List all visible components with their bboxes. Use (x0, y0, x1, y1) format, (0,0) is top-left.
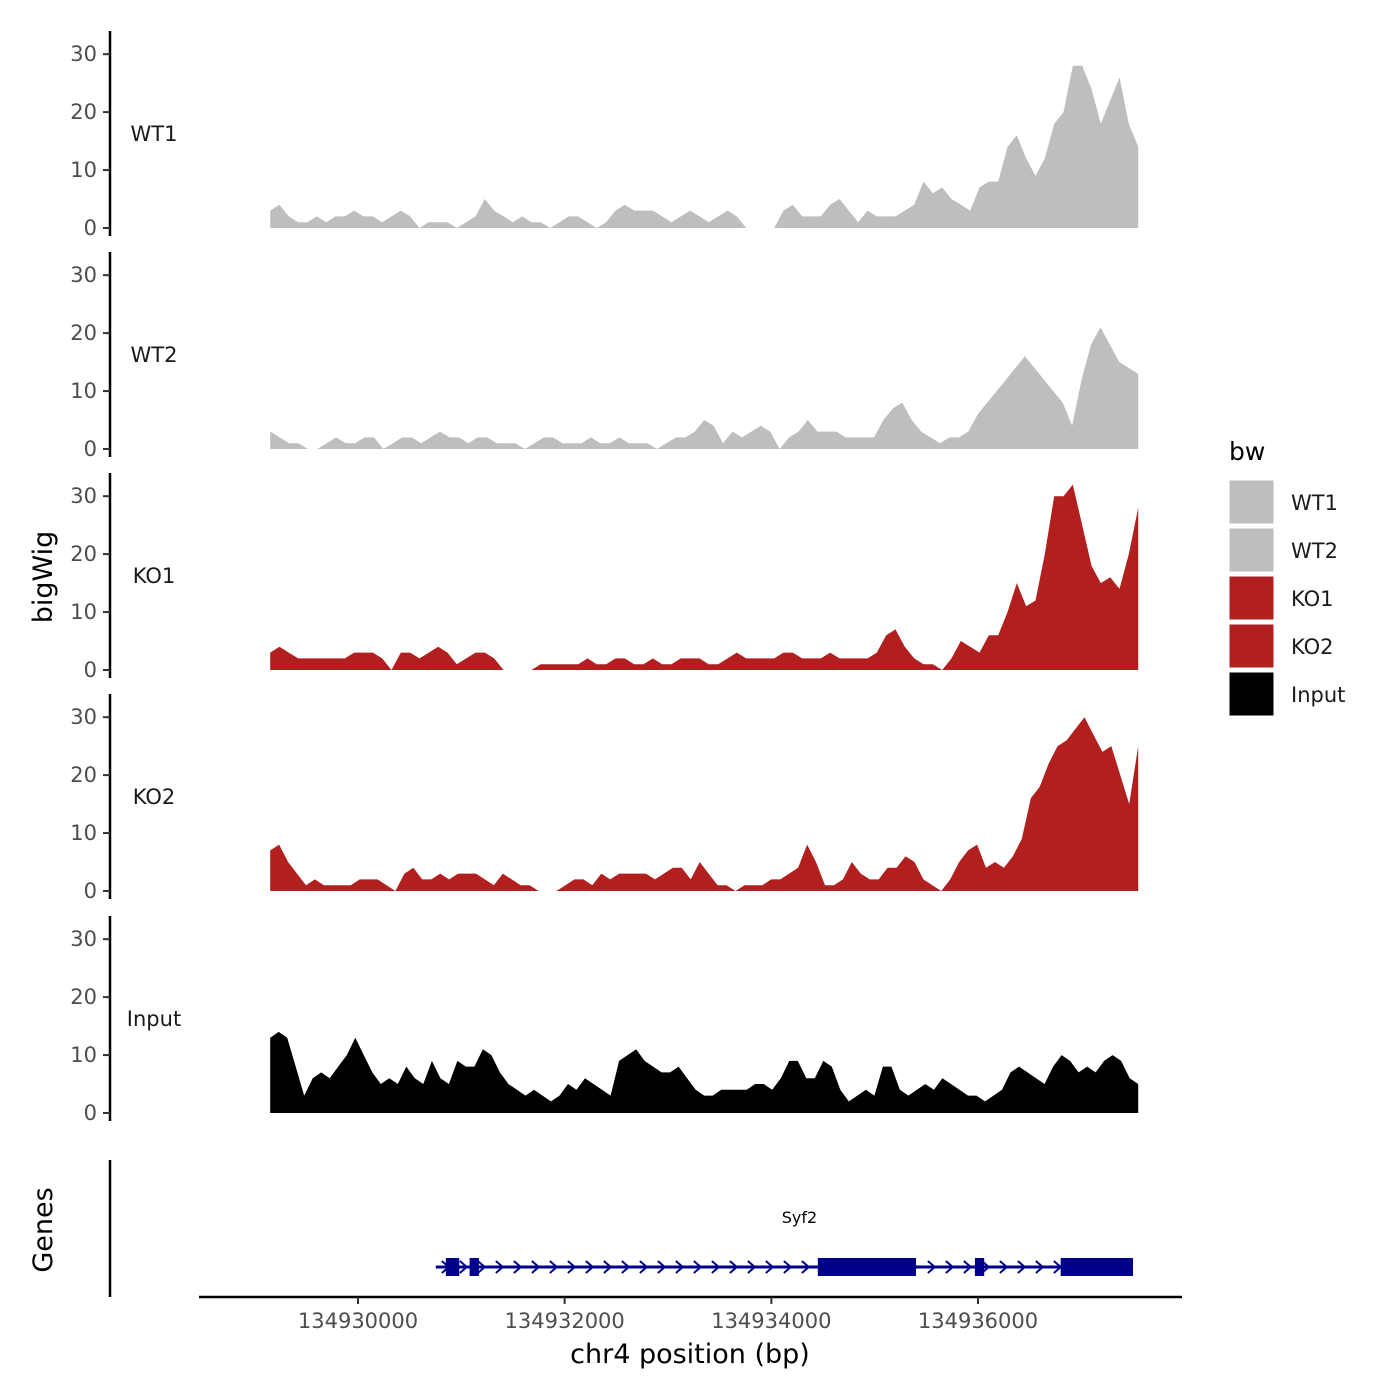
strand-chevron (531, 1260, 541, 1274)
track-label: WT1 (131, 122, 178, 146)
strand-chevron (477, 1260, 487, 1274)
strand-chevron (675, 1260, 685, 1274)
y-axis-title: bigWig (28, 531, 59, 624)
x-tick-label: 134936000 (918, 1309, 1038, 1333)
legend-swatch-ko2 (1228, 623, 1275, 669)
series-area-input (270, 1031, 1139, 1113)
track-label: KO1 (133, 564, 176, 588)
legend-label-wt1: WT1 (1291, 491, 1338, 515)
strand-chevron (639, 1260, 649, 1274)
track-ko1: 0 10 20 30 KO1 (70, 473, 1139, 682)
y-tick-label: 10 (70, 1043, 97, 1067)
legend-label-ko2: KO2 (1291, 635, 1334, 659)
strand-chevron (1017, 1260, 1027, 1274)
series-area-wt2 (270, 327, 1139, 449)
strand-chevron (765, 1260, 775, 1274)
gene-exon (869, 1258, 916, 1276)
strand-chevron (549, 1260, 559, 1274)
y-tick-label: 0 (84, 437, 97, 461)
y-tick-label: 0 (84, 658, 97, 682)
legend-swatch-wt2 (1228, 527, 1275, 573)
x-tick-label: 134930000 (298, 1309, 418, 1333)
y-tick-label: 30 (70, 263, 97, 287)
x-tick-label: 134932000 (505, 1309, 625, 1333)
strand-chevron (945, 1260, 955, 1274)
genes-axis-title: Genes (28, 1187, 59, 1272)
x-tick-label: 134934000 (711, 1309, 831, 1333)
strand-chevron (1035, 1260, 1045, 1274)
strand-chevron (657, 1260, 667, 1274)
strand-chevron (567, 1260, 577, 1274)
x-axis-title: chr4 position (bp) (570, 1339, 810, 1370)
strand-chevron (513, 1260, 523, 1274)
legend-swatch-ko1 (1228, 575, 1275, 621)
x-axis: 134930000 134932000 134934000 134936000 (199, 1295, 1182, 1333)
track-label: KO2 (133, 785, 176, 809)
y-tick-label: 30 (70, 484, 97, 508)
y-tick-label: 20 (70, 100, 97, 124)
strand-chevron (999, 1260, 1009, 1274)
track-wt1: 0 10 20 30 WT1 (70, 31, 1139, 240)
series-area-ko1 (270, 484, 1139, 670)
legend: WT1 WT2 KO1 KO2 Input (1228, 479, 1345, 717)
gene-exon (817, 1258, 870, 1276)
tracks-group: 0 10 20 30 WT1 0 10 20 30 WT2 0 10 20 30 KO1 0 10 20 30 KO2… (70, 31, 1139, 1125)
y-tick-label: 20 (70, 985, 97, 1009)
track-label: WT2 (131, 343, 178, 367)
legend-swatch-wt1 (1228, 479, 1275, 525)
series-area-wt1 (270, 65, 1139, 228)
legend-swatch-input (1228, 671, 1275, 717)
y-tick-label: 20 (70, 763, 97, 787)
strand-chevron (693, 1260, 703, 1274)
y-tick-label: 30 (70, 705, 97, 729)
gene-syf2: Syf2 (435, 1208, 1133, 1276)
strand-chevron (729, 1260, 739, 1274)
genes-track: Syf2 (108, 1160, 1133, 1297)
y-tick-label: 10 (70, 821, 97, 845)
y-tick-label: 30 (70, 42, 97, 66)
strand-chevron (927, 1260, 937, 1274)
strand-chevron (711, 1260, 721, 1274)
y-tick-label: 20 (70, 542, 97, 566)
gene-exon (469, 1258, 479, 1276)
legend-label-wt2: WT2 (1291, 539, 1338, 563)
gene-name-label: Syf2 (782, 1208, 817, 1227)
track-wt2: 0 10 20 30 WT2 (70, 252, 1139, 461)
y-tick-label: 0 (84, 216, 97, 240)
y-tick-label: 30 (70, 927, 97, 951)
strand-chevron (963, 1260, 973, 1274)
y-tick-label: 0 (84, 879, 97, 903)
strand-chevron (747, 1260, 757, 1274)
track-label: Input (127, 1007, 181, 1031)
gene-exon (974, 1258, 985, 1276)
strand-chevron (621, 1260, 631, 1274)
strand-chevron (801, 1260, 811, 1274)
y-tick-label: 20 (70, 321, 97, 345)
legend-label-input: Input (1291, 683, 1345, 707)
legend-title: bw (1229, 437, 1265, 466)
y-tick-label: 10 (70, 158, 97, 182)
track-ko2: 0 10 20 30 KO2 (70, 694, 1139, 903)
y-tick-label: 10 (70, 379, 97, 403)
strand-chevron (783, 1260, 793, 1274)
track-input: 0 10 20 30 Input (70, 916, 1139, 1125)
legend-label-ko1: KO1 (1291, 587, 1334, 611)
strand-chevron (585, 1260, 595, 1274)
strand-chevron (495, 1260, 505, 1274)
gene-exon (1060, 1258, 1133, 1276)
y-tick-label: 10 (70, 600, 97, 624)
strand-chevron (459, 1260, 469, 1274)
strand-chevron (603, 1260, 613, 1274)
series-area-ko2 (270, 717, 1139, 891)
y-tick-label: 0 (84, 1101, 97, 1125)
gene-exon (445, 1258, 460, 1276)
